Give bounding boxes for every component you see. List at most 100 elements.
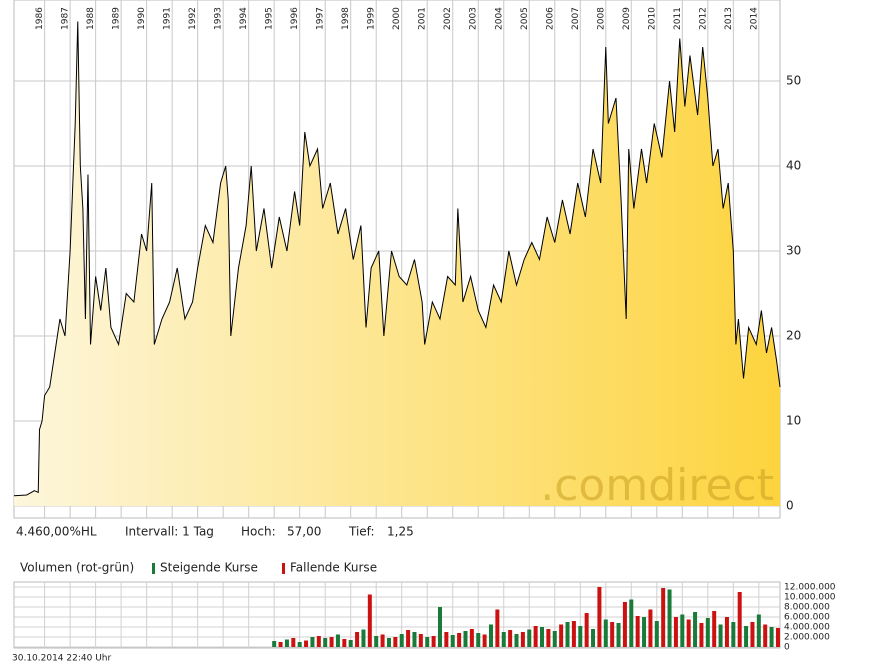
low: 1,25 bbox=[387, 525, 414, 539]
x-tick-label: 2012 bbox=[698, 7, 708, 30]
volume-bar bbox=[406, 630, 411, 647]
volume-bar bbox=[361, 629, 366, 647]
volume-bar bbox=[750, 622, 755, 647]
x-tick-label: 1990 bbox=[137, 7, 147, 30]
volume-bar bbox=[335, 634, 340, 647]
volume-bar bbox=[724, 617, 729, 647]
volume-bar bbox=[648, 609, 653, 647]
x-tick-label: 1991 bbox=[163, 7, 173, 30]
change: 4.460,00%HL bbox=[16, 525, 97, 539]
volume-bar bbox=[527, 629, 532, 647]
volume-bar bbox=[654, 621, 659, 647]
x-tick-label: 2013 bbox=[724, 7, 734, 30]
volume-bar bbox=[712, 611, 717, 647]
volume-bar bbox=[622, 602, 627, 647]
volume-bar bbox=[329, 637, 334, 647]
volume-bar bbox=[463, 631, 468, 647]
volume-title: Volumen (rot-grün) bbox=[20, 561, 134, 575]
volume-bar bbox=[693, 612, 698, 647]
y-tick-label: 4.000.000 bbox=[784, 623, 830, 633]
volume-bar bbox=[348, 640, 353, 647]
volume-bar bbox=[661, 588, 666, 647]
x-tick-label: 1993 bbox=[214, 7, 224, 30]
y-tick-label: 10.000.000 bbox=[784, 593, 836, 603]
volume-bar bbox=[584, 613, 589, 647]
x-tick-label: 2011 bbox=[673, 7, 683, 30]
volume-bar bbox=[355, 632, 360, 647]
volume-bar bbox=[591, 629, 596, 647]
volume-bar bbox=[744, 626, 749, 647]
volume-bar bbox=[565, 622, 570, 647]
x-tick-label: 1988 bbox=[86, 7, 96, 30]
y-tick-label: 0 bbox=[786, 499, 794, 513]
volume-bar bbox=[737, 592, 742, 647]
volume-bar bbox=[342, 639, 347, 647]
volume-bar bbox=[469, 629, 474, 647]
volume-bar bbox=[763, 624, 768, 647]
volume-bar bbox=[603, 619, 608, 647]
legend-swatch bbox=[282, 563, 285, 574]
high-label: Hoch: bbox=[241, 525, 276, 539]
volume-bar bbox=[686, 619, 691, 647]
volume-bar bbox=[418, 634, 423, 647]
volume-bar bbox=[610, 622, 615, 647]
legend-swatch bbox=[152, 563, 155, 574]
y-tick-label: 20 bbox=[786, 329, 801, 343]
x-tick-label: 2005 bbox=[520, 7, 530, 30]
x-tick-label: 1998 bbox=[341, 7, 351, 30]
volume-bar bbox=[304, 640, 309, 647]
volume-bar bbox=[514, 634, 519, 647]
volume-bar bbox=[629, 599, 634, 647]
volume-bar bbox=[457, 633, 462, 647]
volume-bar bbox=[616, 623, 621, 647]
x-tick-label: 2010 bbox=[647, 7, 657, 30]
volume-bar bbox=[476, 633, 481, 647]
volume-bar bbox=[444, 632, 449, 647]
y-tick-label: 30 bbox=[786, 244, 801, 258]
volume-bar bbox=[533, 626, 538, 647]
volume-bar bbox=[495, 609, 500, 647]
low-label: Tief: bbox=[348, 525, 375, 539]
legend-entry: Fallende Kurse bbox=[290, 561, 377, 575]
volume-bar bbox=[705, 618, 710, 647]
x-tick-label: 2014 bbox=[749, 7, 759, 30]
x-tick-label: 1994 bbox=[239, 7, 249, 30]
volume-bar bbox=[278, 642, 283, 647]
x-tick-label: 2004 bbox=[494, 7, 504, 30]
volume-bar bbox=[635, 616, 640, 647]
volume-bar bbox=[323, 638, 328, 647]
volume-bar bbox=[316, 636, 321, 647]
volume-bar bbox=[731, 622, 736, 647]
volume-bar bbox=[284, 639, 289, 647]
volume-bar bbox=[680, 614, 685, 647]
volume-bar bbox=[297, 642, 302, 647]
y-tick-label: 10 bbox=[786, 414, 801, 428]
x-tick-label: 1996 bbox=[290, 7, 300, 30]
y-tick-label: 8.000.000 bbox=[784, 603, 830, 613]
volume-bar bbox=[699, 623, 704, 647]
legend-entry: Steigende Kurse bbox=[160, 561, 258, 575]
x-tick-label: 2003 bbox=[469, 7, 479, 30]
volume-bar bbox=[310, 637, 315, 647]
volume-bar bbox=[559, 624, 564, 647]
price-area bbox=[14, 21, 780, 506]
x-tick-label: 1995 bbox=[265, 7, 275, 30]
x-tick-label: 2009 bbox=[622, 7, 632, 30]
volume-bar bbox=[597, 587, 602, 647]
volume-bar bbox=[437, 607, 442, 647]
volume-bar bbox=[393, 637, 398, 647]
volume-bar bbox=[718, 624, 723, 647]
volume-bar bbox=[488, 624, 493, 647]
volume-bar bbox=[756, 614, 761, 647]
timestamp: 30.10.2014 22:40 Uhr bbox=[12, 654, 111, 664]
volume-bar bbox=[431, 636, 436, 647]
volume-bar bbox=[501, 632, 506, 647]
y-tick-label: 12.000.000 bbox=[784, 583, 836, 593]
y-tick-label: 6.000.000 bbox=[784, 613, 830, 623]
volume-bar bbox=[571, 621, 576, 647]
volume-bar bbox=[291, 638, 296, 647]
x-tick-label: 1989 bbox=[112, 7, 122, 30]
volume-bar bbox=[482, 634, 487, 647]
x-tick-label: 2001 bbox=[418, 7, 428, 30]
